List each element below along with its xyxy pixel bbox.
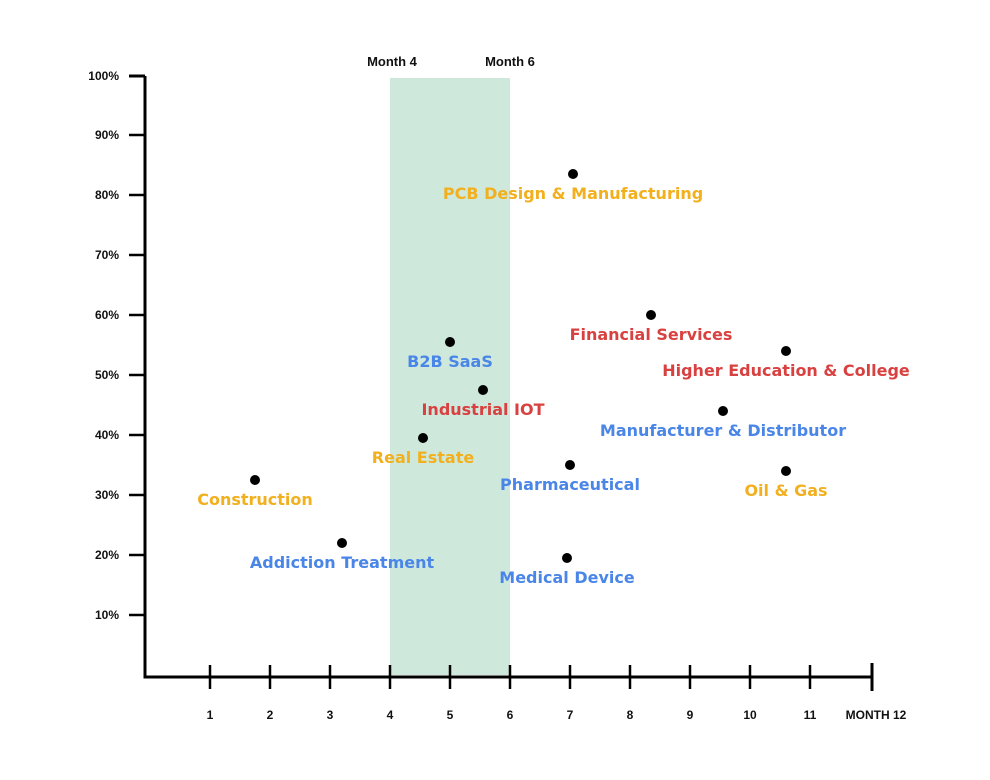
data-point-label: Industrial IOT (421, 400, 544, 419)
y-tick-label: 70% (95, 248, 119, 262)
x-tick-label: 2 (267, 708, 274, 722)
shaded-band (390, 78, 510, 675)
y-tick-label: 30% (95, 488, 119, 502)
data-point (445, 337, 455, 347)
y-tick-label: 80% (95, 188, 119, 202)
data-point (781, 346, 791, 356)
data-point (478, 385, 488, 395)
y-tick-label: 50% (95, 368, 119, 382)
x-tick-label: 1 (207, 708, 214, 722)
data-point-label: Financial Services (570, 325, 733, 344)
ticks-layer: 10% 20% 30% 40% 50% 60% 70% 80% 90% 100% 1 2 3 4 5 6 7 8 9… (88, 69, 906, 722)
x-tick-label: 7 (567, 708, 574, 722)
band-label-end: Month 6 (485, 54, 535, 69)
x-tick-label: 5 (447, 708, 454, 722)
y-tick-label: 40% (95, 428, 119, 442)
data-point (646, 310, 656, 320)
y-tick-label: 90% (95, 128, 119, 142)
shaded-band-layer: Month 4 Month 6 (367, 54, 535, 675)
data-point-label: B2B SaaS (407, 352, 493, 371)
data-point-label: Higher Education & College (662, 361, 910, 380)
band-label-start: Month 4 (367, 54, 418, 69)
data-point (337, 538, 347, 548)
x-tick-label: 4 (387, 708, 394, 722)
point-labels-layer: PCB Design & Manufacturing Financial Serv… (197, 184, 910, 587)
y-tick-label: 100% (88, 69, 119, 83)
x-tick-label: MONTH 12 (846, 708, 907, 722)
data-point (568, 169, 578, 179)
x-tick-label: 6 (507, 708, 514, 722)
data-point (250, 475, 260, 485)
y-tick-label: 10% (95, 608, 119, 622)
data-point-label: Construction (197, 490, 313, 509)
x-tick-label: 3 (327, 708, 334, 722)
x-tick-label: 9 (687, 708, 694, 722)
y-tick-label: 20% (95, 548, 119, 562)
data-point (418, 433, 428, 443)
x-tick-label: 10 (743, 708, 757, 722)
x-tick-label: 11 (804, 708, 817, 722)
data-point (565, 460, 575, 470)
data-point-label: Addiction Treatment (250, 553, 435, 572)
data-point-label: Pharmaceutical (500, 475, 640, 494)
y-tick-label: 60% (95, 308, 119, 322)
data-point-label: Real Estate (372, 448, 475, 467)
data-point-label: Manufacturer & Distributor (600, 421, 846, 440)
data-point-label: PCB Design & Manufacturing (443, 184, 703, 203)
data-point (562, 553, 572, 563)
data-point-label: Medical Device (499, 568, 635, 587)
data-point (718, 406, 728, 416)
points-layer (250, 169, 791, 563)
x-tick-label: 8 (627, 708, 634, 722)
data-point (781, 466, 791, 476)
data-point-label: Oil & Gas (744, 481, 827, 500)
